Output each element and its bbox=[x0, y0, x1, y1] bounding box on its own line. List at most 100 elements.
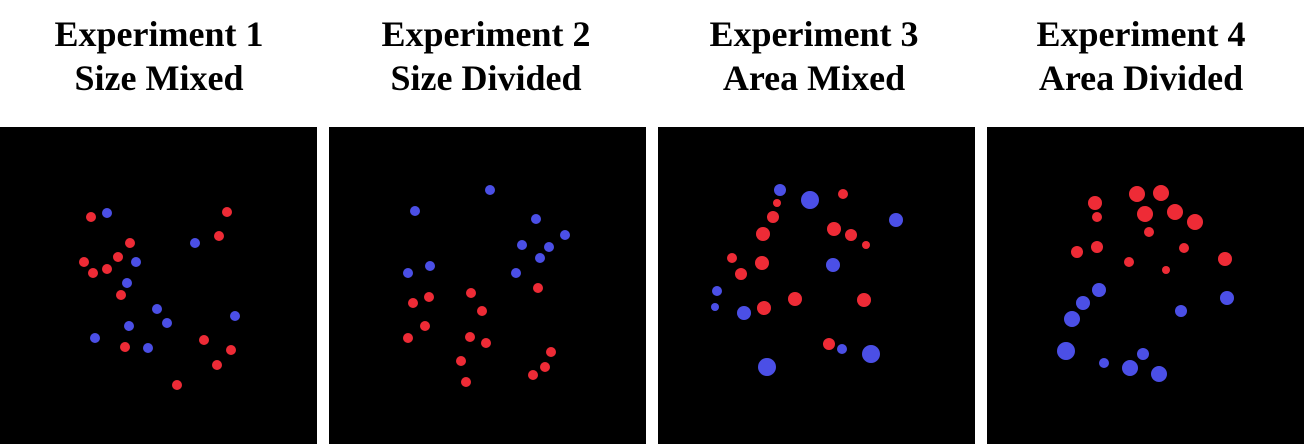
panel-1-title-line1: Experiment 1 bbox=[54, 14, 264, 54]
panel-3-title-line2: Area Mixed bbox=[722, 58, 906, 98]
blue-dot bbox=[230, 311, 240, 321]
red-dot bbox=[1187, 214, 1203, 230]
blue-dot bbox=[517, 240, 527, 250]
blue-dot bbox=[758, 358, 776, 376]
blue-dot bbox=[889, 213, 903, 227]
red-dot bbox=[755, 256, 769, 270]
blue-dot bbox=[102, 208, 112, 218]
red-dot bbox=[408, 298, 418, 308]
red-dot bbox=[88, 268, 98, 278]
red-dot bbox=[862, 241, 870, 249]
blue-dot bbox=[1064, 311, 1080, 327]
red-dot bbox=[125, 238, 135, 248]
blue-dot bbox=[152, 304, 162, 314]
experiment-2-panel bbox=[329, 127, 646, 444]
panel-4-title: Experiment 4 Area Divided bbox=[976, 12, 1304, 100]
red-dot bbox=[116, 290, 126, 300]
experiment-1-panel bbox=[0, 127, 317, 444]
blue-dot bbox=[1092, 283, 1106, 297]
red-dot bbox=[79, 257, 89, 267]
red-dot bbox=[120, 342, 130, 352]
experiment-3-dot-display bbox=[711, 184, 903, 376]
blue-dot bbox=[410, 206, 420, 216]
red-dot bbox=[456, 356, 466, 366]
red-dot bbox=[1179, 243, 1189, 253]
blue-dot bbox=[90, 333, 100, 343]
blue-dot bbox=[774, 184, 786, 196]
red-dot bbox=[1071, 246, 1083, 258]
panel-4-title-line1: Experiment 4 bbox=[1036, 14, 1246, 54]
red-dot bbox=[1129, 186, 1145, 202]
red-dot bbox=[540, 362, 550, 372]
blue-dot bbox=[737, 306, 751, 320]
blue-dot bbox=[511, 268, 521, 278]
red-dot bbox=[420, 321, 430, 331]
blue-dot bbox=[862, 345, 880, 363]
red-dot bbox=[838, 189, 848, 199]
blue-dot bbox=[560, 230, 570, 240]
blue-dot bbox=[535, 253, 545, 263]
red-dot bbox=[403, 333, 413, 343]
red-dot bbox=[222, 207, 232, 217]
blue-dot bbox=[190, 238, 200, 248]
experiment-4-dot-display bbox=[1057, 185, 1234, 382]
red-dot bbox=[757, 301, 771, 315]
panel-2-title-line2: Size Divided bbox=[390, 58, 582, 98]
blue-dot bbox=[711, 303, 719, 311]
blue-dot bbox=[1057, 342, 1075, 360]
blue-dot bbox=[826, 258, 840, 272]
red-dot bbox=[773, 199, 781, 207]
blue-dot bbox=[1137, 348, 1149, 360]
red-dot bbox=[1162, 266, 1170, 274]
experiment-3-panel bbox=[658, 127, 975, 444]
red-dot bbox=[727, 253, 737, 263]
red-dot bbox=[214, 231, 224, 241]
panel-2-title-line1: Experiment 2 bbox=[381, 14, 591, 54]
blue-dot bbox=[837, 344, 847, 354]
blue-dot bbox=[485, 185, 495, 195]
red-dot bbox=[546, 347, 556, 357]
blue-dot bbox=[531, 214, 541, 224]
red-dot bbox=[533, 283, 543, 293]
panel-4-title-line2: Area Divided bbox=[1038, 58, 1244, 98]
panel-1-title: Experiment 1 Size Mixed bbox=[0, 12, 324, 100]
blue-dot bbox=[712, 286, 722, 296]
blue-dot bbox=[1151, 366, 1167, 382]
red-dot bbox=[199, 335, 209, 345]
blue-dot bbox=[124, 321, 134, 331]
red-dot bbox=[1218, 252, 1232, 266]
red-dot bbox=[1092, 212, 1102, 222]
red-dot bbox=[477, 306, 487, 316]
blue-dot bbox=[162, 318, 172, 328]
panel-2-title: Experiment 2 Size Divided bbox=[321, 12, 651, 100]
red-dot bbox=[1167, 204, 1183, 220]
red-dot bbox=[788, 292, 802, 306]
blue-dot bbox=[1076, 296, 1090, 310]
red-dot bbox=[424, 292, 434, 302]
red-dot bbox=[102, 264, 112, 274]
experiment-1-dot-display bbox=[79, 207, 240, 390]
red-dot bbox=[827, 222, 841, 236]
blue-dot bbox=[801, 191, 819, 209]
red-dot bbox=[1137, 206, 1153, 222]
red-dot bbox=[1124, 257, 1134, 267]
red-dot bbox=[465, 332, 475, 342]
panel-3-title-line1: Experiment 3 bbox=[709, 14, 919, 54]
red-dot bbox=[1153, 185, 1169, 201]
red-dot bbox=[481, 338, 491, 348]
red-dot bbox=[767, 211, 779, 223]
blue-dot bbox=[544, 242, 554, 252]
panel-1-title-line2: Size Mixed bbox=[74, 58, 244, 98]
blue-dot bbox=[1099, 358, 1109, 368]
blue-dot bbox=[131, 257, 141, 267]
red-dot bbox=[113, 252, 123, 262]
experiment-4-panel bbox=[987, 127, 1304, 444]
red-dot bbox=[226, 345, 236, 355]
red-dot bbox=[528, 370, 538, 380]
panel-3-title: Experiment 3 Area Mixed bbox=[649, 12, 979, 100]
red-dot bbox=[1091, 241, 1103, 253]
blue-dot bbox=[122, 278, 132, 288]
red-dot bbox=[1088, 196, 1102, 210]
blue-dot bbox=[1122, 360, 1138, 376]
red-dot bbox=[823, 338, 835, 350]
